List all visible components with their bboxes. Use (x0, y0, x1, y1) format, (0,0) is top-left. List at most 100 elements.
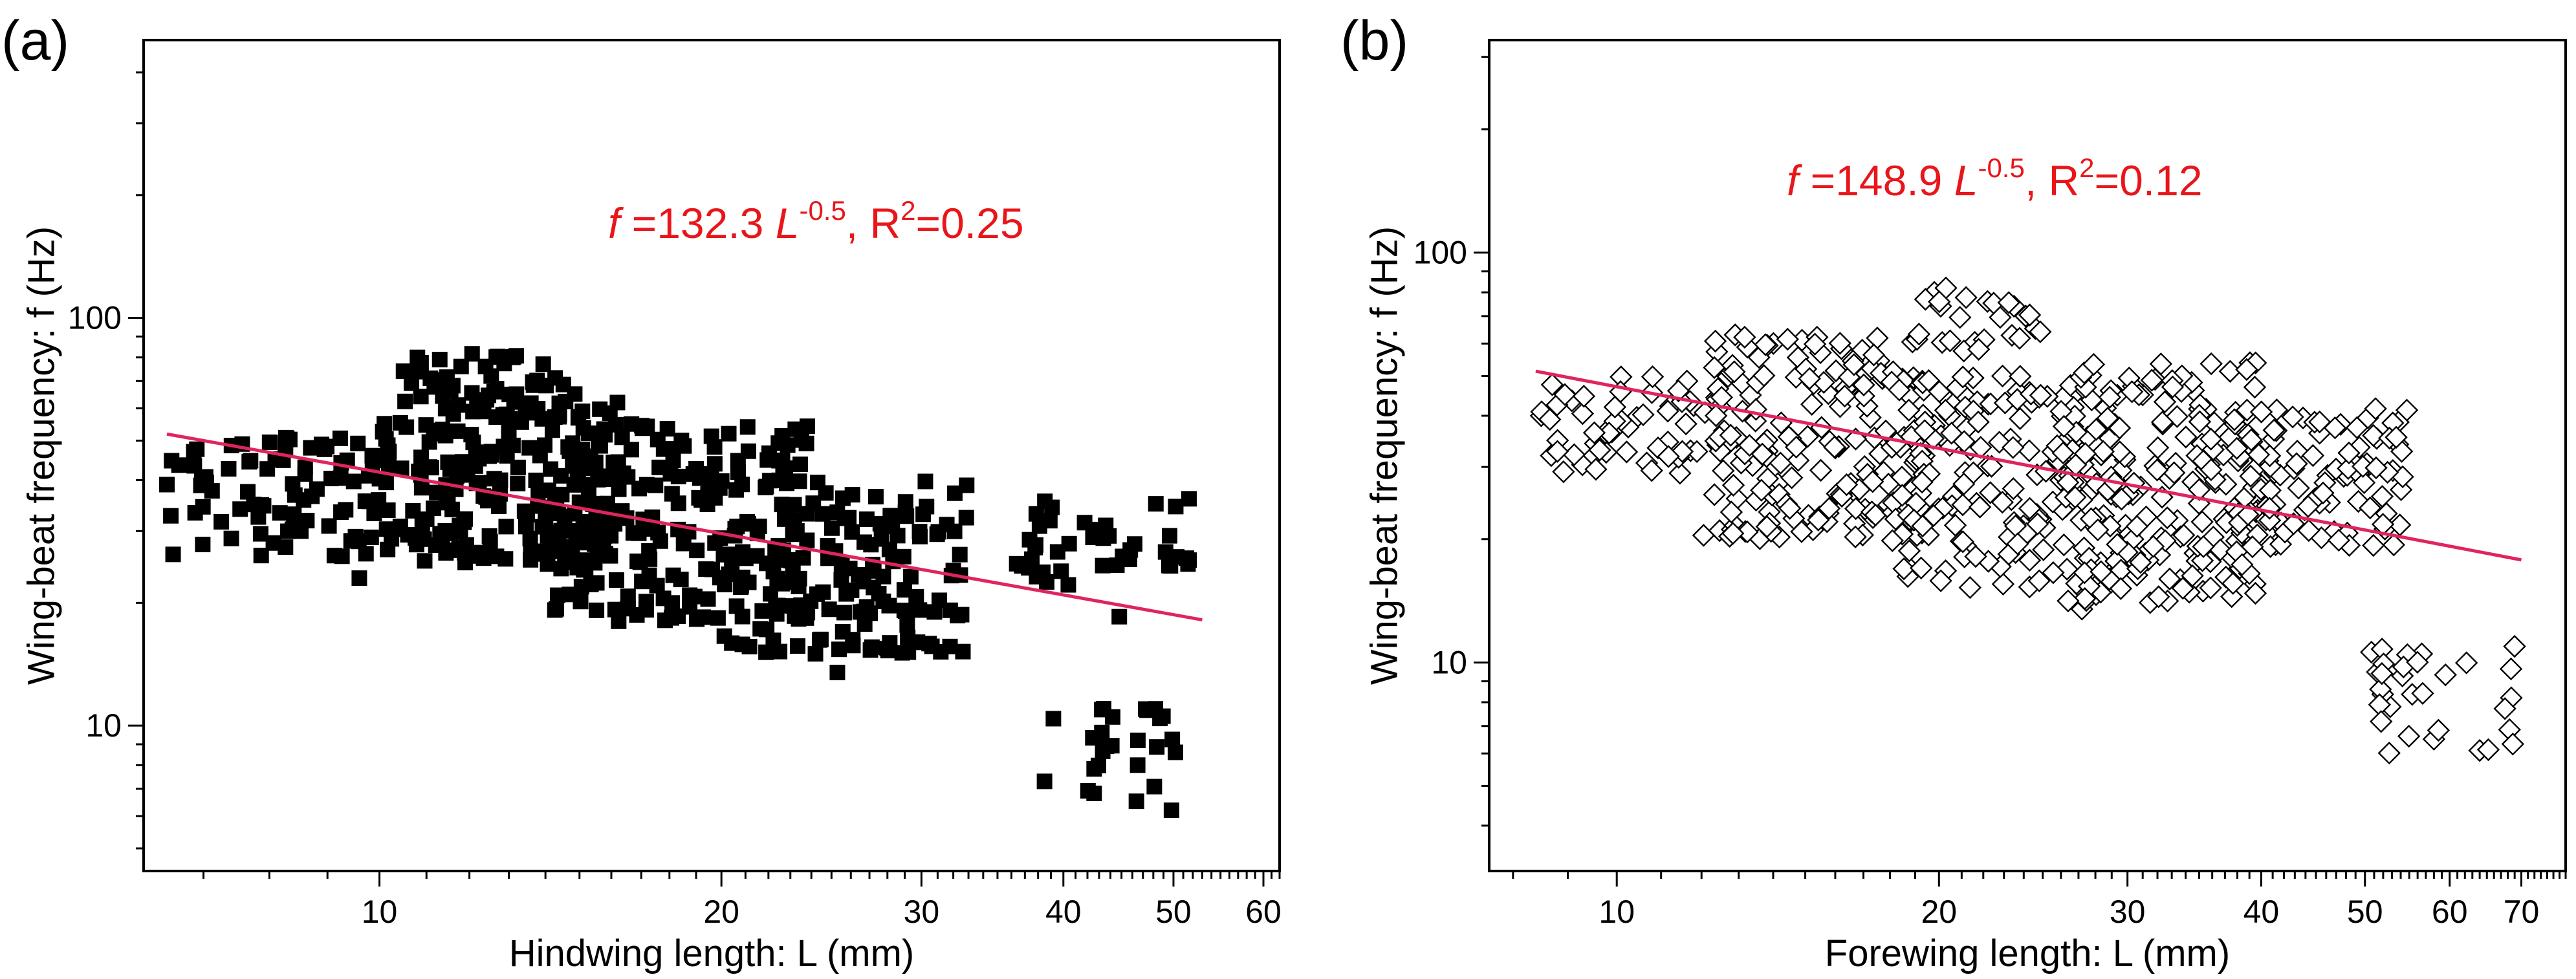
panel-b-data-point (1712, 459, 1735, 482)
panel-b-data-point (1888, 378, 1911, 402)
panel-a-points (159, 346, 1197, 819)
panel-b-data-point (1584, 458, 1608, 481)
panel-a-label: (a) (1, 10, 69, 72)
panel-b-x-tick-label: 50 (2347, 894, 2383, 930)
panel-a-data-point (378, 521, 395, 537)
panel-a-data-point (769, 570, 785, 586)
panel-b-data-point (1951, 530, 1974, 554)
panel-a-data-point (831, 641, 847, 658)
panel-a-data-point (589, 602, 605, 618)
panel-b-data-point (2427, 718, 2450, 742)
panel-a-data-point (510, 475, 526, 491)
panel-b-data-point (1703, 329, 1727, 353)
panel-a-data-point (835, 624, 851, 640)
panel-b-data-point (2243, 581, 2267, 605)
panel-a-data-point (452, 524, 468, 540)
panel-b-data-point (2052, 414, 2076, 438)
panel-b-data-point (2221, 572, 2245, 595)
panel-a-data-point (408, 530, 424, 546)
panel-b-data-point (2006, 532, 2029, 555)
panel-a-data-point (221, 461, 237, 477)
panel-b-data-point (1861, 470, 1884, 493)
panel-b-data-point (1842, 353, 1866, 376)
panel-a-data-point (1038, 574, 1054, 590)
panel-b-data-point (1721, 522, 1745, 545)
panel-b-data-point (2002, 477, 2025, 500)
panel-a-data-point (685, 466, 701, 482)
panel-a-data-point (540, 556, 556, 572)
panel-a-data-point (856, 534, 872, 550)
panel-a-data-point (573, 594, 589, 610)
panel-b-equation-sep: , R (2025, 156, 2079, 204)
panel-a-data-point (868, 489, 884, 505)
panel-a-data-point (495, 407, 511, 423)
panel-b-data-point (2120, 380, 2144, 403)
panel-a-data-point (836, 605, 852, 621)
panel-a-x-tick-label: 40 (1045, 894, 1082, 930)
panel-b-data-point (1833, 384, 1857, 408)
panel-a-data-point (436, 382, 452, 398)
panel-a-data-point (563, 554, 580, 570)
panel-b-data-point (2042, 561, 2065, 585)
panel-a-data-point (872, 515, 888, 532)
panel-b-data-point (2323, 416, 2347, 440)
panel-a-data-point (343, 533, 359, 549)
panel-a-data-point (911, 524, 928, 540)
panel-a-data-point (1181, 491, 1197, 507)
panel-b-data-point (2281, 405, 2304, 429)
panel-a-data-point (378, 431, 394, 447)
panel-b-data-point (2301, 444, 2325, 468)
panel-b-data-point (1809, 458, 1833, 482)
panel-a-data-point (786, 497, 802, 513)
panel-b-data-point (2223, 408, 2246, 431)
panel-b-data-point (1780, 466, 1804, 490)
panel-a-data-point (232, 501, 248, 517)
panel-b-data-point (2311, 481, 2335, 505)
panel-b-data-point (2199, 576, 2222, 599)
panel-b-data-point (2140, 369, 2163, 392)
panel-a-data-point (223, 530, 239, 546)
panel-b-data-point (1892, 557, 1916, 581)
panel-a-data-point (724, 559, 740, 576)
panel-a-data-point (1053, 563, 1069, 579)
panel-b-data-point (2359, 496, 2382, 520)
panel-a-data-point (547, 409, 563, 425)
panel-a-data-point (599, 495, 615, 511)
panel-b-data-point (1991, 490, 2014, 514)
panel-b-data-point (2243, 376, 2267, 399)
panel-a-data-point (946, 485, 963, 501)
panel-a-data-point (1148, 701, 1164, 717)
panel-a-data-point (1060, 577, 1076, 593)
panel-a-data-point (602, 548, 618, 564)
panel-b-y-tick-label: 10 (1431, 645, 1467, 681)
panel-a-data-point (682, 599, 698, 615)
panel-b-data-point (2188, 410, 2212, 433)
panel-a-data-point (338, 502, 354, 518)
panel-b-plot-frame (1488, 39, 2567, 872)
panel-a-data-point (638, 594, 654, 610)
panel-a-y-tick-label: 10 (85, 707, 122, 744)
panel-b-data-point (2029, 383, 2053, 407)
panel-a-data-point (413, 389, 429, 405)
panel-b-data-point (2377, 741, 2401, 765)
panel-b-equation-exp: -0.5 (1978, 153, 2024, 183)
panel-b-x-tick-label: 60 (2432, 894, 2468, 930)
panel-a-data-point (950, 608, 966, 624)
panel-a-data-point (722, 546, 738, 563)
panel-b-ticks: 10 20 30 40 50 60 70 10 100 (1414, 56, 2567, 930)
panel-b-x-tick-label: 70 (2504, 894, 2540, 930)
panel-a-data-point (332, 430, 348, 446)
panel-b-data-point (2108, 440, 2132, 464)
panel-b-data-point (1980, 455, 2003, 478)
panel-a-data-point (397, 393, 413, 409)
panel-b-data-point (2150, 411, 2174, 434)
panel-b-x-tick-label: 20 (1921, 894, 1957, 930)
panel-a-fit-line (166, 432, 1203, 622)
panel-a-data-point (785, 526, 801, 543)
panel-a-data-point (421, 459, 437, 475)
panel-b-data-point (1719, 500, 1743, 524)
panel-b-data-point (1897, 398, 1921, 422)
panel-b-data-point (1719, 424, 1743, 447)
panel-a-data-point (457, 555, 474, 571)
panel-a-data-point (163, 508, 179, 524)
